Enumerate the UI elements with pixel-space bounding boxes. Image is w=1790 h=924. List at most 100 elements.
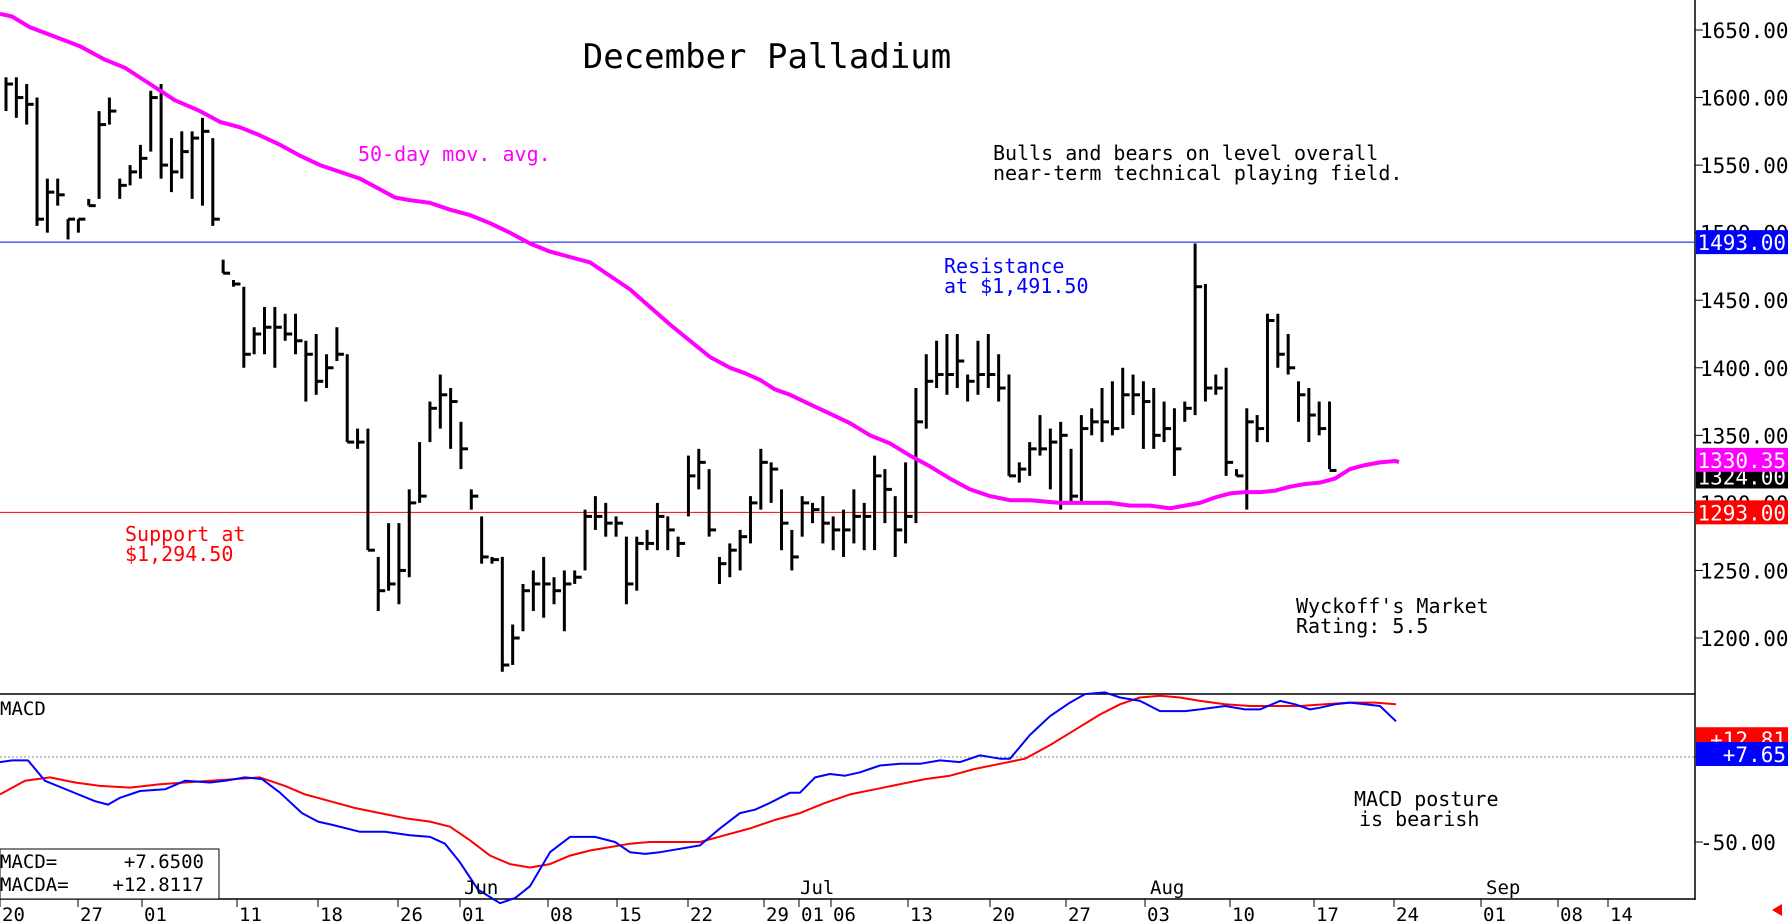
price-bar bbox=[459, 421, 468, 470]
price-bar bbox=[56, 178, 65, 206]
price-bar bbox=[66, 217, 76, 240]
comment-line-1: Bulls and bears on level overall bbox=[993, 141, 1378, 165]
rating-line-1: Wyckoff's Market bbox=[1296, 594, 1489, 618]
price-bar bbox=[862, 502, 872, 551]
price-bar bbox=[728, 543, 737, 578]
price-bar bbox=[407, 489, 417, 578]
price-bar bbox=[335, 327, 344, 362]
macd-comment-1: MACD posture bbox=[1354, 787, 1499, 811]
time-tick-label: 26 bbox=[400, 904, 423, 924]
price-bar bbox=[1193, 243, 1203, 416]
ma-price-tag: 1330.35 bbox=[1696, 447, 1788, 473]
price-bar bbox=[1224, 367, 1234, 476]
resistance-label-1: Resistance bbox=[944, 254, 1064, 278]
price-bar bbox=[935, 340, 944, 389]
price-bar bbox=[418, 442, 427, 503]
price-bar bbox=[345, 354, 355, 444]
price-bar bbox=[159, 84, 169, 179]
time-tick-label: 08 bbox=[1560, 904, 1583, 924]
price-bar bbox=[780, 489, 789, 551]
svg-text:+7.65: +7.65 bbox=[1723, 743, 1786, 767]
price-bar bbox=[263, 306, 272, 355]
price-tick-label: 1450.00 bbox=[1700, 289, 1789, 313]
time-tick-label: 14 bbox=[1610, 904, 1633, 924]
price-tick-label: 1200.00 bbox=[1700, 627, 1789, 651]
price-bar bbox=[438, 374, 448, 429]
price-bar bbox=[45, 178, 55, 233]
time-tick-label: 01 bbox=[801, 904, 824, 924]
scroll-left-arrow-icon[interactable] bbox=[1772, 904, 1782, 916]
price-bar bbox=[387, 523, 396, 591]
price-bar bbox=[1059, 421, 1068, 510]
price-bar bbox=[997, 354, 1006, 402]
price-bar bbox=[511, 624, 520, 666]
price-bar bbox=[1079, 415, 1089, 503]
support-label-1: Support at bbox=[125, 522, 245, 546]
time-tick-label: 10 bbox=[1232, 904, 1255, 924]
price-bar bbox=[231, 279, 241, 287]
price-bar bbox=[1152, 388, 1161, 449]
support-label-2: $1,294.50 bbox=[125, 542, 233, 566]
month-label: Sep bbox=[1486, 877, 1520, 899]
time-tick-label: 18 bbox=[320, 904, 343, 924]
price-bar bbox=[1007, 374, 1016, 478]
svg-text:1293.00: 1293.00 bbox=[1697, 501, 1786, 525]
price-bar bbox=[1121, 367, 1130, 429]
time-tick-label: 01 bbox=[1483, 904, 1506, 924]
price-bar bbox=[1328, 401, 1337, 472]
price-bar bbox=[1162, 401, 1172, 443]
price-tick-label: 1400.00 bbox=[1700, 357, 1789, 381]
price-bar bbox=[593, 496, 603, 530]
macd-comment-2: is bearish bbox=[1359, 807, 1479, 831]
price-bar bbox=[14, 77, 24, 118]
price-bar bbox=[717, 556, 727, 584]
price-bar bbox=[107, 97, 117, 125]
price-bar bbox=[635, 536, 644, 591]
price-bar bbox=[873, 455, 882, 551]
price-bar bbox=[1265, 313, 1275, 443]
price-bar bbox=[655, 502, 665, 551]
price-bar bbox=[1203, 284, 1213, 402]
price-bar bbox=[1276, 313, 1285, 368]
price-bar bbox=[583, 509, 593, 571]
price-bar bbox=[25, 84, 34, 125]
price-tick-label: 1250.00 bbox=[1700, 559, 1789, 583]
month-label: Jul bbox=[800, 877, 834, 899]
price-bar bbox=[1069, 448, 1079, 503]
chart-title: December Palladium bbox=[583, 37, 951, 77]
price-bar bbox=[614, 516, 624, 537]
macd-tick-label: -50.00 bbox=[1700, 831, 1776, 855]
time-tick-label: 01 bbox=[144, 904, 167, 924]
price-bar bbox=[842, 509, 851, 557]
resistance-label-2: at $1,491.50 bbox=[944, 274, 1089, 298]
readout-macda-label: MACDA= bbox=[0, 874, 69, 896]
price-bar bbox=[325, 354, 334, 389]
price-bar bbox=[904, 462, 913, 544]
time-tick-label: 17 bbox=[1316, 904, 1339, 924]
price-bar bbox=[304, 340, 313, 402]
price-bar bbox=[1317, 401, 1327, 436]
price-bar bbox=[552, 577, 562, 605]
price-tick-label: 1350.00 bbox=[1700, 424, 1789, 448]
time-tick-label: 24 bbox=[1396, 904, 1419, 924]
price-bar bbox=[811, 502, 820, 524]
price-bar bbox=[1131, 374, 1141, 416]
ma-50-line bbox=[0, 11, 1400, 511]
price-bar bbox=[1255, 415, 1265, 443]
price-bar bbox=[976, 340, 985, 395]
price-bar bbox=[366, 428, 375, 552]
price-bar bbox=[500, 556, 510, 672]
price-bar bbox=[914, 388, 923, 524]
price-bar bbox=[769, 462, 779, 503]
price-bar bbox=[666, 516, 675, 551]
price-bar bbox=[852, 489, 861, 544]
price-bar bbox=[966, 374, 975, 402]
time-tick-label: 22 bbox=[690, 904, 713, 924]
month-label: Jun bbox=[464, 877, 498, 899]
price-bar bbox=[211, 138, 220, 226]
svg-text:1493.00: 1493.00 bbox=[1697, 231, 1786, 255]
price-bar bbox=[1245, 408, 1254, 510]
moving-average bbox=[0, 11, 1400, 511]
time-tick-label: 15 bbox=[619, 904, 642, 924]
